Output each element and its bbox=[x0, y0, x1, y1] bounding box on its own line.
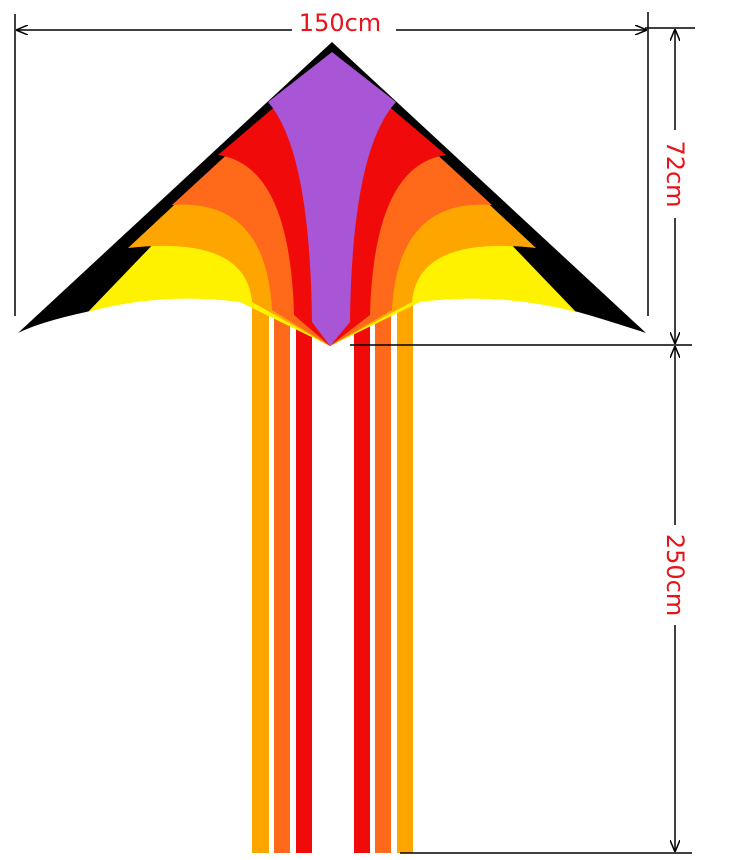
width-label: 150cm bbox=[299, 9, 381, 37]
kite-sail bbox=[18, 42, 646, 346]
dimension-lines bbox=[14, 12, 695, 854]
tails bbox=[252, 305, 413, 853]
tail-length-label: 250cm bbox=[661, 534, 689, 616]
height-label: 72cm bbox=[661, 140, 689, 207]
